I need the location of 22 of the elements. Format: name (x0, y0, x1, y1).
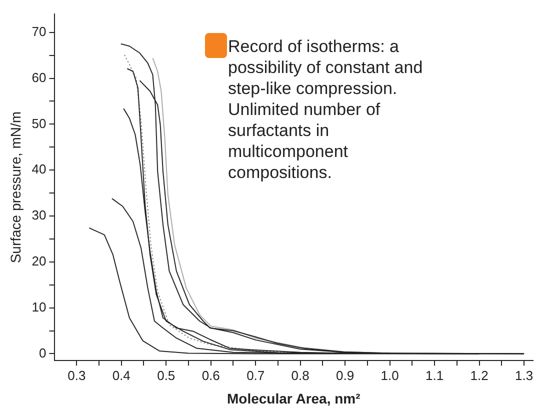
y-tick-label: 10 (32, 299, 46, 314)
x-axis-title: Molecular Area, nm² (226, 390, 361, 406)
x-tick-label: 0.6 (202, 368, 220, 383)
y-tick-label: 50 (32, 116, 46, 131)
x-tick-label: 0.8 (291, 368, 310, 383)
annotation: Record of isotherms: a possibility of constant and step-like compression. Unlimited number of surfactants in multicomponent compositions. (228, 36, 424, 183)
x-tick-label: 0.5 (157, 368, 176, 383)
y-tick-label: 30 (32, 208, 46, 223)
x-tick-label: 1.2 (470, 368, 488, 383)
y-tick-label: 70 (32, 24, 46, 39)
x-tick-label: 0.7 (246, 368, 265, 383)
y-tick-label: 60 (32, 70, 46, 85)
y-axis-title: Surface pressure, mN/m (7, 111, 24, 264)
x-tick-label: 1.1 (426, 368, 444, 383)
y-tick-label: 0 (39, 345, 46, 360)
y-tick-label: 40 (32, 162, 46, 177)
x-tick-label: 0.4 (112, 368, 130, 383)
x-tick-label: 0.9 (336, 368, 354, 383)
x-tick-label: 1.3 (515, 368, 534, 383)
x-tick-label: 0.3 (68, 368, 86, 383)
y-tick-label: 20 (32, 253, 46, 268)
text: 1.0 (380, 368, 399, 383)
